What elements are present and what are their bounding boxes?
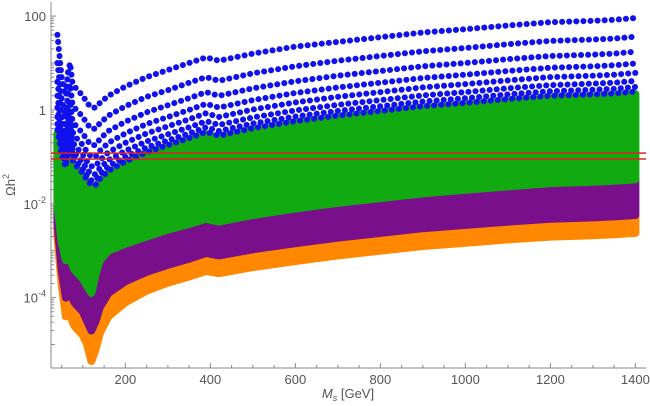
y-ticks: 100 1 10-2 10-4 — [24, 9, 56, 346]
y-tick-label: 10-2 — [24, 195, 46, 212]
x-axis-label-symbol: M — [322, 386, 333, 401]
x-tick-label: 600 — [285, 372, 307, 387]
y-axis-label-superscript: 2 — [1, 174, 11, 179]
y-tick-label: 100 — [24, 9, 46, 24]
x-axis-label: Ms [GeV] — [322, 386, 374, 403]
x-tick-label: 1200 — [536, 372, 565, 387]
x-tick-label: 1000 — [451, 372, 480, 387]
blue-curve-1 — [54, 15, 639, 111]
x-tick-label: 400 — [200, 372, 222, 387]
y-tick-label: 1 — [39, 103, 46, 118]
x-tick-label: 200 — [115, 372, 137, 387]
x-axis-label-subscript: s — [333, 393, 338, 403]
blue-curve-7 — [54, 83, 639, 184]
x-axis-label-unit: [GeV] — [337, 386, 374, 401]
y-axis-label: Ωh2 — [1, 174, 18, 196]
y-tick-label: 10-4 — [24, 289, 46, 306]
x-tick-label: 800 — [370, 372, 392, 387]
green-points — [53, 90, 640, 297]
y-axis-label-base: Ωh — [3, 179, 18, 196]
x-ticks: 200 400 600 800 1000 1200 1400 — [61, 363, 650, 387]
x-tick-label: 1400 — [621, 372, 650, 387]
data-layer — [53, 15, 640, 365]
